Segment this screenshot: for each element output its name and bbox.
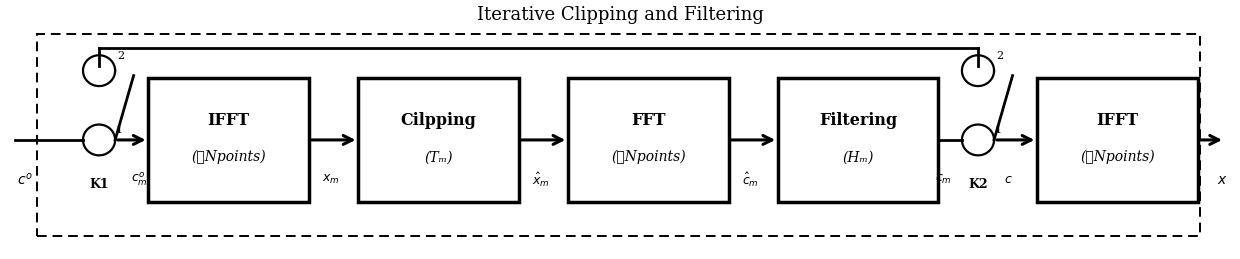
- Text: Filtering: Filtering: [820, 112, 898, 129]
- Text: (ℓNpoints): (ℓNpoints): [611, 150, 686, 164]
- Text: $c_m$: $c_m$: [935, 173, 952, 186]
- Text: 2: 2: [997, 51, 1003, 61]
- Text: Cilpping: Cilpping: [401, 112, 476, 129]
- FancyBboxPatch shape: [358, 78, 518, 202]
- Text: 1: 1: [115, 125, 123, 135]
- Text: $\hat{c}_m$: $\hat{c}_m$: [743, 170, 759, 189]
- Text: $x_m$: $x_m$: [322, 173, 340, 186]
- Text: FFT: FFT: [631, 112, 666, 129]
- Text: $c_m^o$: $c_m^o$: [131, 171, 149, 188]
- Text: $x$: $x$: [1218, 172, 1228, 186]
- FancyBboxPatch shape: [777, 78, 939, 202]
- Text: (ℓNpoints): (ℓNpoints): [1080, 150, 1154, 164]
- Text: Iterative Clipping and Filtering: Iterative Clipping and Filtering: [476, 6, 764, 24]
- Text: K1: K1: [89, 178, 109, 191]
- Text: $c$: $c$: [1004, 173, 1013, 186]
- FancyBboxPatch shape: [1037, 78, 1198, 202]
- Text: $c^o$: $c^o$: [17, 171, 33, 188]
- Text: 2: 2: [118, 51, 125, 61]
- Text: IFFT: IFFT: [207, 112, 249, 129]
- Text: (Hₘ): (Hₘ): [842, 150, 874, 164]
- FancyBboxPatch shape: [149, 78, 309, 202]
- Text: (Tₘ): (Tₘ): [424, 150, 453, 164]
- Text: (ℓNpoints): (ℓNpoints): [191, 150, 267, 164]
- Text: IFFT: IFFT: [1096, 112, 1138, 129]
- FancyBboxPatch shape: [568, 78, 729, 202]
- Text: 1: 1: [994, 125, 1002, 135]
- Text: $\hat{x}_m$: $\hat{x}_m$: [532, 170, 549, 189]
- Text: K2: K2: [968, 178, 988, 191]
